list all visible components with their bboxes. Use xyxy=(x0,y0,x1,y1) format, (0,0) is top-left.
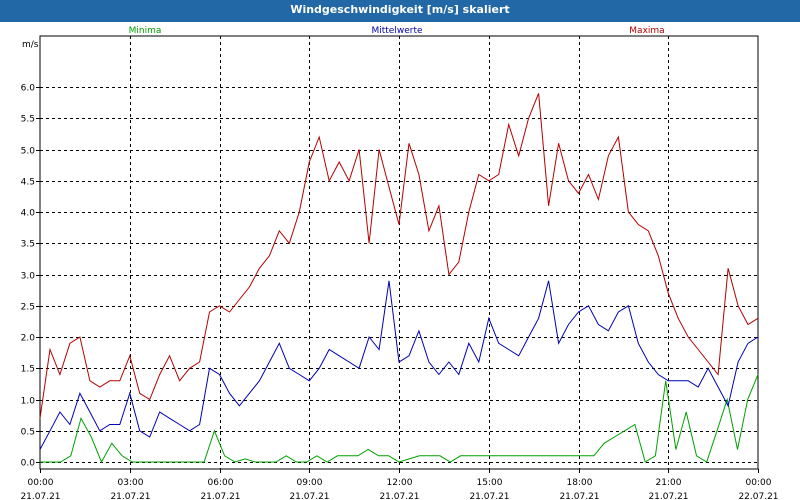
x-tick-date: 21.07.21 xyxy=(379,492,419,500)
y-tick-label: 6.0 xyxy=(21,84,36,94)
x-tick-time: 06:00 xyxy=(208,478,234,488)
chart-area: 0.0 0.5 1.0 1.5 2.0 2.5 3.0 3.5 4.0 4.5 5.0 5.5 6.0 m… xyxy=(0,22,800,500)
y-tick-label: 5.5 xyxy=(21,115,35,125)
y-tick-label: 4.5 xyxy=(21,178,35,188)
x-tick-date: 22.07.21 xyxy=(738,492,778,500)
series-line-mittelwerte xyxy=(39,280,759,450)
y-tick-label: 3.5 xyxy=(21,240,35,250)
legend-maxima: Maxima xyxy=(629,26,664,36)
series-line-minima xyxy=(40,374,759,464)
y-tick-label: 1.0 xyxy=(21,397,36,407)
x-tick-time: 15:00 xyxy=(477,478,503,488)
x-tick-date: 21.07.21 xyxy=(648,492,688,500)
x-tick-time: 12:00 xyxy=(387,478,413,488)
x-tick-date: 21.07.21 xyxy=(469,492,509,500)
x-tick-time: 00:00 xyxy=(746,478,772,488)
x-tick-date: 21.07.21 xyxy=(200,492,240,500)
x-tick-time: 03:00 xyxy=(118,478,144,488)
y-axis: 0.0 0.5 1.0 1.5 2.0 2.5 3.0 3.5 4.0 4.5 5.0 5.5 6.0 m… xyxy=(21,40,40,469)
y-tick-label: 1.5 xyxy=(21,365,35,375)
y-tick-label: 5.0 xyxy=(21,147,36,157)
x-tick-date: 21.07.21 xyxy=(559,492,599,500)
series-line-maxima xyxy=(39,93,759,419)
x-tick-time: 09:00 xyxy=(297,478,323,488)
x-tick-time: 18:00 xyxy=(567,478,593,488)
x-tick-date: 21.07.21 xyxy=(20,492,60,500)
y-tick-label: 0.0 xyxy=(21,459,36,469)
x-tick-time: 00:00 xyxy=(28,478,54,488)
series-group xyxy=(39,93,759,464)
y-tick-label: 2.5 xyxy=(21,303,35,313)
x-tick-date: 21.07.21 xyxy=(289,492,329,500)
legend-mittelwerte: Mittelwerte xyxy=(371,26,422,36)
y-tick-label: 4.0 xyxy=(21,209,36,219)
y-tick-label: 2.0 xyxy=(21,334,36,344)
legend: Minima Mittelwerte Maxima xyxy=(129,26,665,36)
legend-minima: Minima xyxy=(129,26,162,36)
x-tick-date: 21.07.21 xyxy=(110,492,150,500)
window-title: Windgeschwindigkeit [m/s] skaliert xyxy=(0,0,800,22)
x-axis: 00:00 21.07.21 03:00 21.07.21 06:00 21.07.21 0… xyxy=(20,469,779,500)
y-axis-label: m/s xyxy=(22,40,39,50)
y-tick-label: 3.0 xyxy=(21,272,36,282)
y-tick-label: 0.5 xyxy=(21,428,35,438)
x-tick-time: 21:00 xyxy=(656,478,682,488)
